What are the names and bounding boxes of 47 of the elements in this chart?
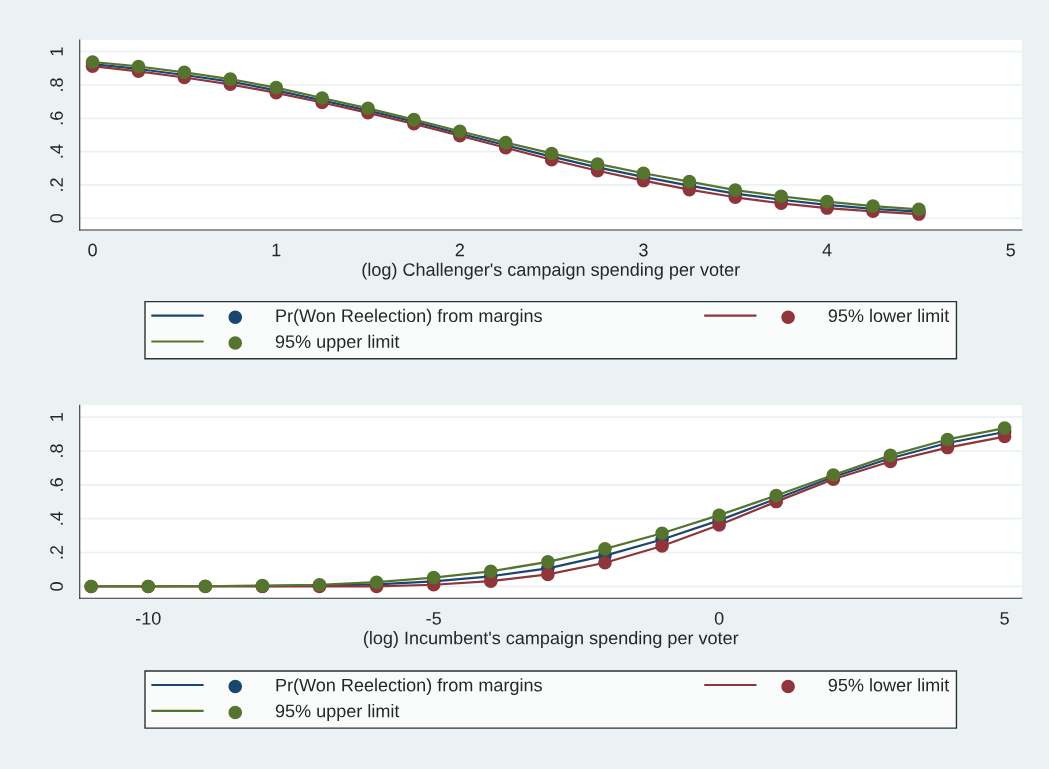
- y-tick-label: .2: [50, 178, 63, 191]
- point: [636, 166, 651, 181]
- point: [820, 194, 834, 209]
- point: [997, 421, 1012, 435]
- y-tick-label: .6: [50, 111, 63, 125]
- x-tick-label: 2: [455, 243, 464, 257]
- point: [712, 508, 726, 522]
- y-tick-label: 0: [50, 582, 63, 591]
- y-tick-label: 1: [50, 412, 63, 421]
- point: [728, 183, 743, 197]
- x-axis-title: (log) Challenger's campaign spending per voter: [362, 262, 740, 280]
- point: [598, 555, 612, 570]
- point: [484, 564, 498, 579]
- legend-label: Pr(Won Reelection) from margins: [276, 678, 542, 696]
- point: [598, 542, 612, 556]
- point: [682, 174, 697, 189]
- y-tick-label: .4: [50, 511, 63, 525]
- legend-label: 95% lower limit: [828, 678, 950, 692]
- point: [940, 432, 955, 447]
- x-axis-title: (log) Incumbent's campaign spending per voter: [363, 631, 739, 648]
- x-tick-label: 5: [1000, 612, 1009, 625]
- y-tick-label: 1: [50, 47, 63, 56]
- y-tick-label: .2: [50, 545, 63, 559]
- x-tick-label: 5: [1006, 243, 1015, 257]
- legend-label: Pr(Won Reelection) from margins: [276, 308, 542, 326]
- x-tick-label: 4: [822, 243, 832, 257]
- legend-label: 95% lower limit: [828, 308, 950, 323]
- y-tick-label: .8: [50, 78, 63, 91]
- x-tick-label: 0: [714, 611, 724, 625]
- x-tick-label: -10: [135, 611, 161, 625]
- point: [541, 567, 555, 582]
- legend-label: 95% upper limit: [275, 334, 400, 352]
- point: [541, 555, 555, 569]
- x-tick-label: -5: [426, 612, 441, 625]
- y-tick-label: .4: [50, 144, 63, 158]
- x-tick-label: 3: [639, 243, 648, 257]
- point: [426, 570, 441, 585]
- point: [655, 526, 669, 541]
- x-tick-label: 1: [272, 243, 281, 257]
- point: [590, 157, 605, 171]
- x-tick-label: 0: [88, 243, 97, 257]
- legend-label: 95% upper limit: [275, 704, 400, 721]
- y-tick-label: .6: [50, 478, 63, 491]
- y-tick-label: .8: [50, 444, 63, 457]
- point: [655, 539, 669, 553]
- point: [774, 189, 788, 204]
- y-tick-label: 0: [50, 213, 63, 223]
